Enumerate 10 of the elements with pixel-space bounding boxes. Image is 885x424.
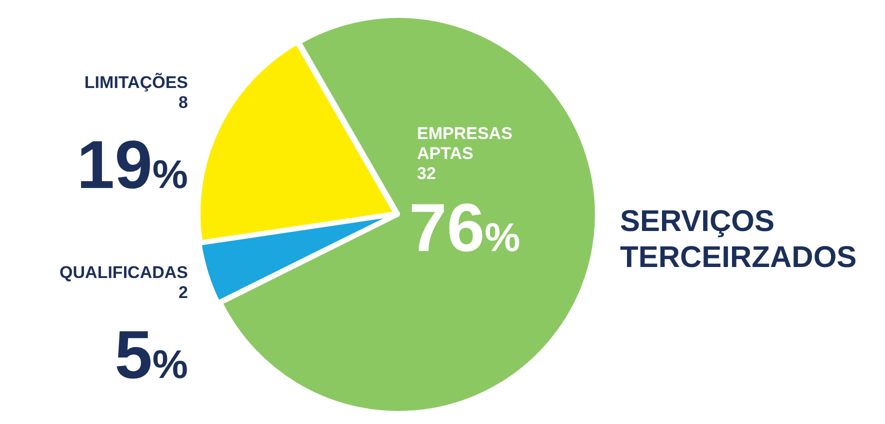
- text: 32: [417, 164, 436, 183]
- text: 8: [178, 93, 188, 112]
- slice-label: QUALIFICADAS: [60, 263, 188, 282]
- data-label: 76%: [409, 190, 520, 266]
- data-label: 19%: [76, 127, 188, 203]
- slice-label: EMPRESAS APTAS: [417, 124, 512, 163]
- data-label: 5%: [114, 317, 188, 393]
- slice-label: LIMITAÇÕES: [84, 72, 188, 92]
- text: 2: [178, 283, 188, 302]
- text: SERVIÇOS TERCEIRZADOS: [620, 204, 858, 276]
